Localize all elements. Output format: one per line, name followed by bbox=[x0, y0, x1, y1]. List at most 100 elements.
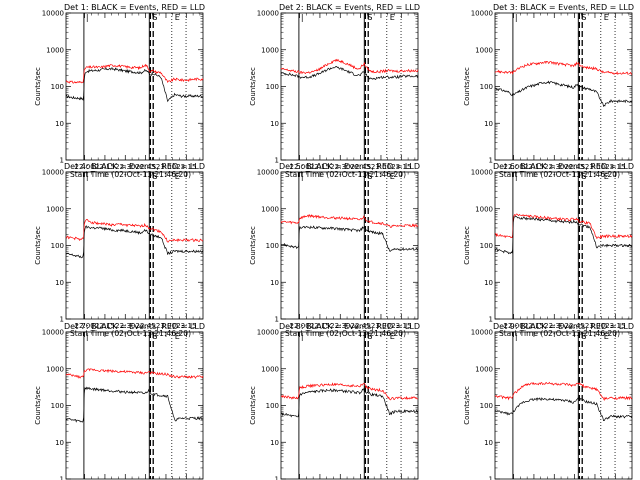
y-tick-label: 10 bbox=[484, 120, 493, 128]
y-axis-label: Counts/sec bbox=[249, 386, 257, 425]
solid-marker-label: | bbox=[515, 332, 518, 341]
solid-marker-label: | bbox=[301, 13, 304, 22]
y-tick-label: 100 bbox=[51, 242, 64, 250]
x-axis-label: Start Time (02-Oct-13 21:46:20) bbox=[70, 329, 191, 338]
y-tick-label: 100 bbox=[51, 83, 64, 91]
lld-series-line bbox=[280, 214, 419, 229]
x-axis-label: Start Time (02-Oct-13 21:46:20) bbox=[499, 170, 620, 179]
x-tick-label: 22:30 bbox=[330, 163, 350, 171]
x-tick-label: 22:45 bbox=[351, 163, 371, 171]
y-tick-label: 10 bbox=[270, 439, 279, 447]
y-axis-label: Counts/sec bbox=[463, 386, 471, 425]
y-tick-label: 1000 bbox=[46, 205, 64, 213]
start-marker-label: S bbox=[367, 13, 372, 22]
plot-frame bbox=[65, 12, 204, 161]
y-tick-label: 1000 bbox=[261, 205, 279, 213]
events-series-line bbox=[280, 65, 419, 80]
x-axis-label: Start Time (02-Oct-13 21:46:20) bbox=[285, 329, 406, 338]
y-tick-label: 1 bbox=[489, 316, 493, 324]
x-tick-label: 23:15 bbox=[605, 322, 625, 330]
events-series-line bbox=[494, 215, 633, 255]
y-tick-label: 10000 bbox=[42, 329, 64, 337]
y-tick-label: 1 bbox=[489, 476, 493, 480]
events-series-line bbox=[65, 386, 204, 423]
solid-marker-label: | bbox=[515, 172, 518, 181]
y-tick-label: 10 bbox=[55, 120, 64, 128]
y-tick-label: 10000 bbox=[42, 169, 64, 177]
solid-marker-label: | bbox=[86, 13, 89, 22]
y-tick-label: 10000 bbox=[257, 329, 279, 337]
x-tick-label: 23:15 bbox=[391, 163, 411, 171]
panel-title: Det 5: BLACK = Events, RED = LLD bbox=[279, 162, 420, 171]
plot-frame bbox=[280, 331, 419, 480]
y-tick-label: 1000 bbox=[46, 365, 64, 373]
start-marker-label: S bbox=[152, 172, 157, 181]
lld-series-line bbox=[280, 58, 419, 75]
panel-det-2: Det 2: BLACK = Events, RED = LLD 1 10 100 10… bbox=[249, 3, 420, 179]
start-marker-label: S bbox=[367, 332, 372, 341]
lld-series-line bbox=[65, 63, 204, 84]
y-tick-label: 10 bbox=[270, 279, 279, 287]
panel-det-7: Det 7: BLACK = Events, RED = LLD 1 10 100 10… bbox=[34, 322, 205, 480]
x-tick-label: 22:30 bbox=[115, 163, 135, 171]
end-marker-label: E bbox=[390, 172, 395, 181]
plot-frame bbox=[494, 171, 633, 320]
events-series-line bbox=[65, 67, 204, 103]
panel-det-9: Det 9: BLACK = Events, RED = LLD 1 10 100 10… bbox=[463, 322, 634, 480]
x-axis-label: Start Time (02-Oct-13 21:46:20) bbox=[70, 170, 191, 179]
plot-frame bbox=[280, 171, 419, 320]
y-tick-label: 100 bbox=[266, 242, 279, 250]
panel-title: Det 8: BLACK = Events, RED = LLD bbox=[279, 322, 420, 331]
solid-marker-label: | bbox=[86, 172, 89, 181]
x-tick-label: 22:00 bbox=[74, 163, 94, 171]
panel-title: Det 4: BLACK = Events, RED = LLD bbox=[64, 162, 205, 171]
plot-frame bbox=[65, 171, 204, 320]
x-tick-label: 23:15 bbox=[605, 163, 625, 171]
end-marker-label: E bbox=[604, 332, 609, 341]
y-tick-label: 10000 bbox=[42, 10, 64, 18]
lld-series-line bbox=[280, 382, 419, 401]
y-axis-label: Counts/sec bbox=[34, 226, 42, 265]
y-tick-label: 1 bbox=[275, 316, 279, 324]
lld-series-line bbox=[65, 368, 204, 379]
x-tick-label: 22:15 bbox=[95, 163, 115, 171]
x-tick-label: 22:30 bbox=[330, 322, 350, 330]
y-tick-label: 1 bbox=[60, 476, 64, 480]
x-tick-label: 22:00 bbox=[503, 322, 523, 330]
start-marker-label: S bbox=[581, 13, 586, 22]
lld-series-line bbox=[494, 381, 633, 401]
events-series-line bbox=[280, 387, 419, 418]
end-marker-label: E bbox=[175, 332, 180, 341]
panel-title: Det 7: BLACK = Events, RED = LLD bbox=[64, 322, 205, 331]
y-tick-label: 10 bbox=[55, 279, 64, 287]
plot-frame bbox=[280, 12, 419, 161]
y-tick-label: 10000 bbox=[257, 10, 279, 18]
lld-series-line bbox=[494, 213, 633, 240]
start-marker-label: S bbox=[367, 172, 372, 181]
panel-det-8: Det 8: BLACK = Events, RED = LLD 1 10 100 10… bbox=[249, 322, 420, 480]
panel-title: Det 6: BLACK = Events, RED = LLD bbox=[493, 162, 634, 171]
y-tick-label: 10000 bbox=[471, 169, 493, 177]
x-tick-label: 22:00 bbox=[289, 163, 309, 171]
lld-series-line bbox=[494, 60, 632, 76]
panel-det-1: Det 1: BLACK = Events, RED = LLD 1 10 100 10… bbox=[34, 3, 205, 179]
y-tick-label: 1 bbox=[60, 316, 64, 324]
x-tick-label: 22:15 bbox=[524, 322, 544, 330]
plot-frame bbox=[494, 331, 633, 480]
y-tick-label: 10000 bbox=[471, 10, 493, 18]
start-marker-label: S bbox=[581, 172, 586, 181]
y-tick-label: 10 bbox=[484, 279, 493, 287]
y-tick-label: 1000 bbox=[475, 46, 493, 54]
x-axis-label: Start Time (02-Oct-13 21:46:20) bbox=[499, 329, 620, 338]
y-tick-label: 100 bbox=[266, 83, 279, 91]
y-axis-label: Counts/sec bbox=[249, 67, 257, 106]
start-marker-label: S bbox=[152, 332, 157, 341]
plot-frame bbox=[494, 12, 633, 161]
x-tick-label: 23:00 bbox=[585, 163, 605, 171]
y-axis-label: Counts/sec bbox=[463, 67, 471, 106]
x-tick-label: 23:00 bbox=[585, 322, 605, 330]
end-marker-label: E bbox=[175, 13, 180, 22]
end-marker-label: E bbox=[390, 332, 395, 341]
x-tick-label: 22:45 bbox=[565, 163, 585, 171]
x-tick-label: 22:15 bbox=[310, 322, 330, 330]
